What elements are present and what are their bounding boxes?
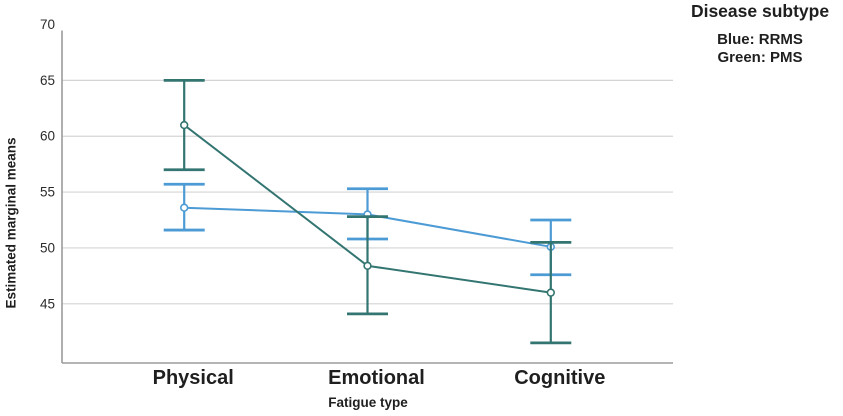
y-tick-label: 65 [40,73,55,88]
legend-title: Disease subtype [690,1,830,21]
legend: Disease subtype Blue: RRMS Green: PMS [678,1,842,67]
x-tick-label: Cognitive [514,367,605,389]
legend-entry-pms: Green: PMS [717,49,803,66]
x-tick-label: Physical [153,367,234,389]
y-axis-title: Estimated marginal means [3,137,19,309]
x-tick-label: Emotional [328,367,425,389]
legend-entries: Blue: RRMS Green: PMS [678,31,842,67]
y-tick-label: 45 [40,296,55,311]
marker-pms [180,120,189,130]
marker-pms [363,261,372,271]
y-tick-label: 55 [40,185,55,200]
marker-pms [546,288,555,297]
x-axis-title: Fatigue type [328,395,408,410]
y-tick-label: 60 [40,129,55,144]
legend-entry-rrms: Blue: RRMS [717,31,803,48]
y-tick-label: 50 [40,240,55,255]
y-tick-label: 70 [40,17,55,32]
marker-rrms [180,203,189,212]
